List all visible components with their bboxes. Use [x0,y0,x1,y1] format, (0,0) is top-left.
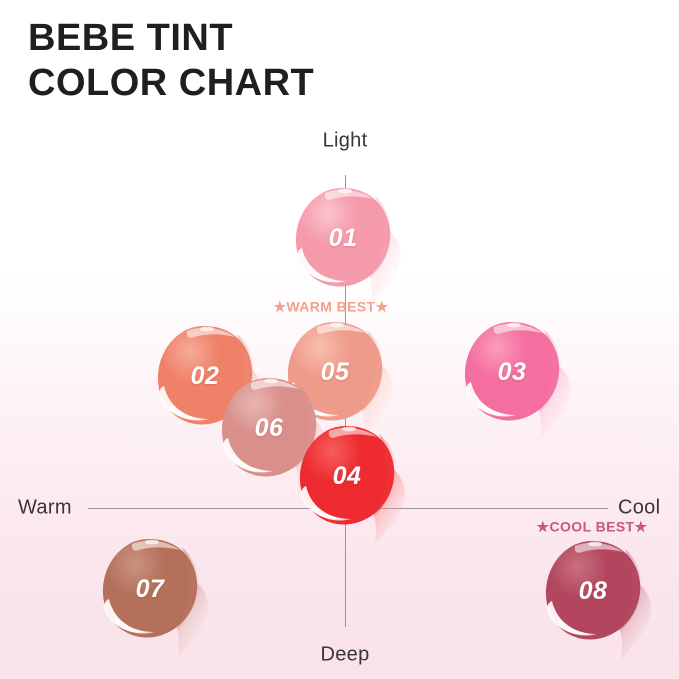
swatch-blob [462,322,570,441]
axis-label-light: Light [322,129,368,152]
swatch-blob [297,426,405,545]
cool-best-badge: ★COOL BEST★ [536,518,648,535]
swatch-blob [543,541,651,660]
axis-label-warm: Warm [18,496,72,519]
swatch-02[interactable]: 02 [155,326,263,445]
axis-label-cool: Cool [618,496,661,519]
swatch-03[interactable]: 03 [462,322,570,441]
page-title-line-2: COLOR CHART [28,61,315,104]
swatch-04[interactable]: 04 [297,426,405,545]
swatch-blob [100,539,208,658]
page-title-line-1: BEBE TINT [28,17,234,59]
swatch-blob [293,188,401,307]
swatch-07[interactable]: 07 [100,539,208,658]
axis-label-deep: Deep [320,643,370,666]
warm-best-badge: ★WARM BEST★ [273,298,389,315]
swatch-blob [155,326,263,445]
page-title: BEBE TINT COLOR CHART [28,16,508,106]
swatch-01[interactable]: 01 [293,188,401,307]
swatch-08[interactable]: 08 [543,541,651,660]
